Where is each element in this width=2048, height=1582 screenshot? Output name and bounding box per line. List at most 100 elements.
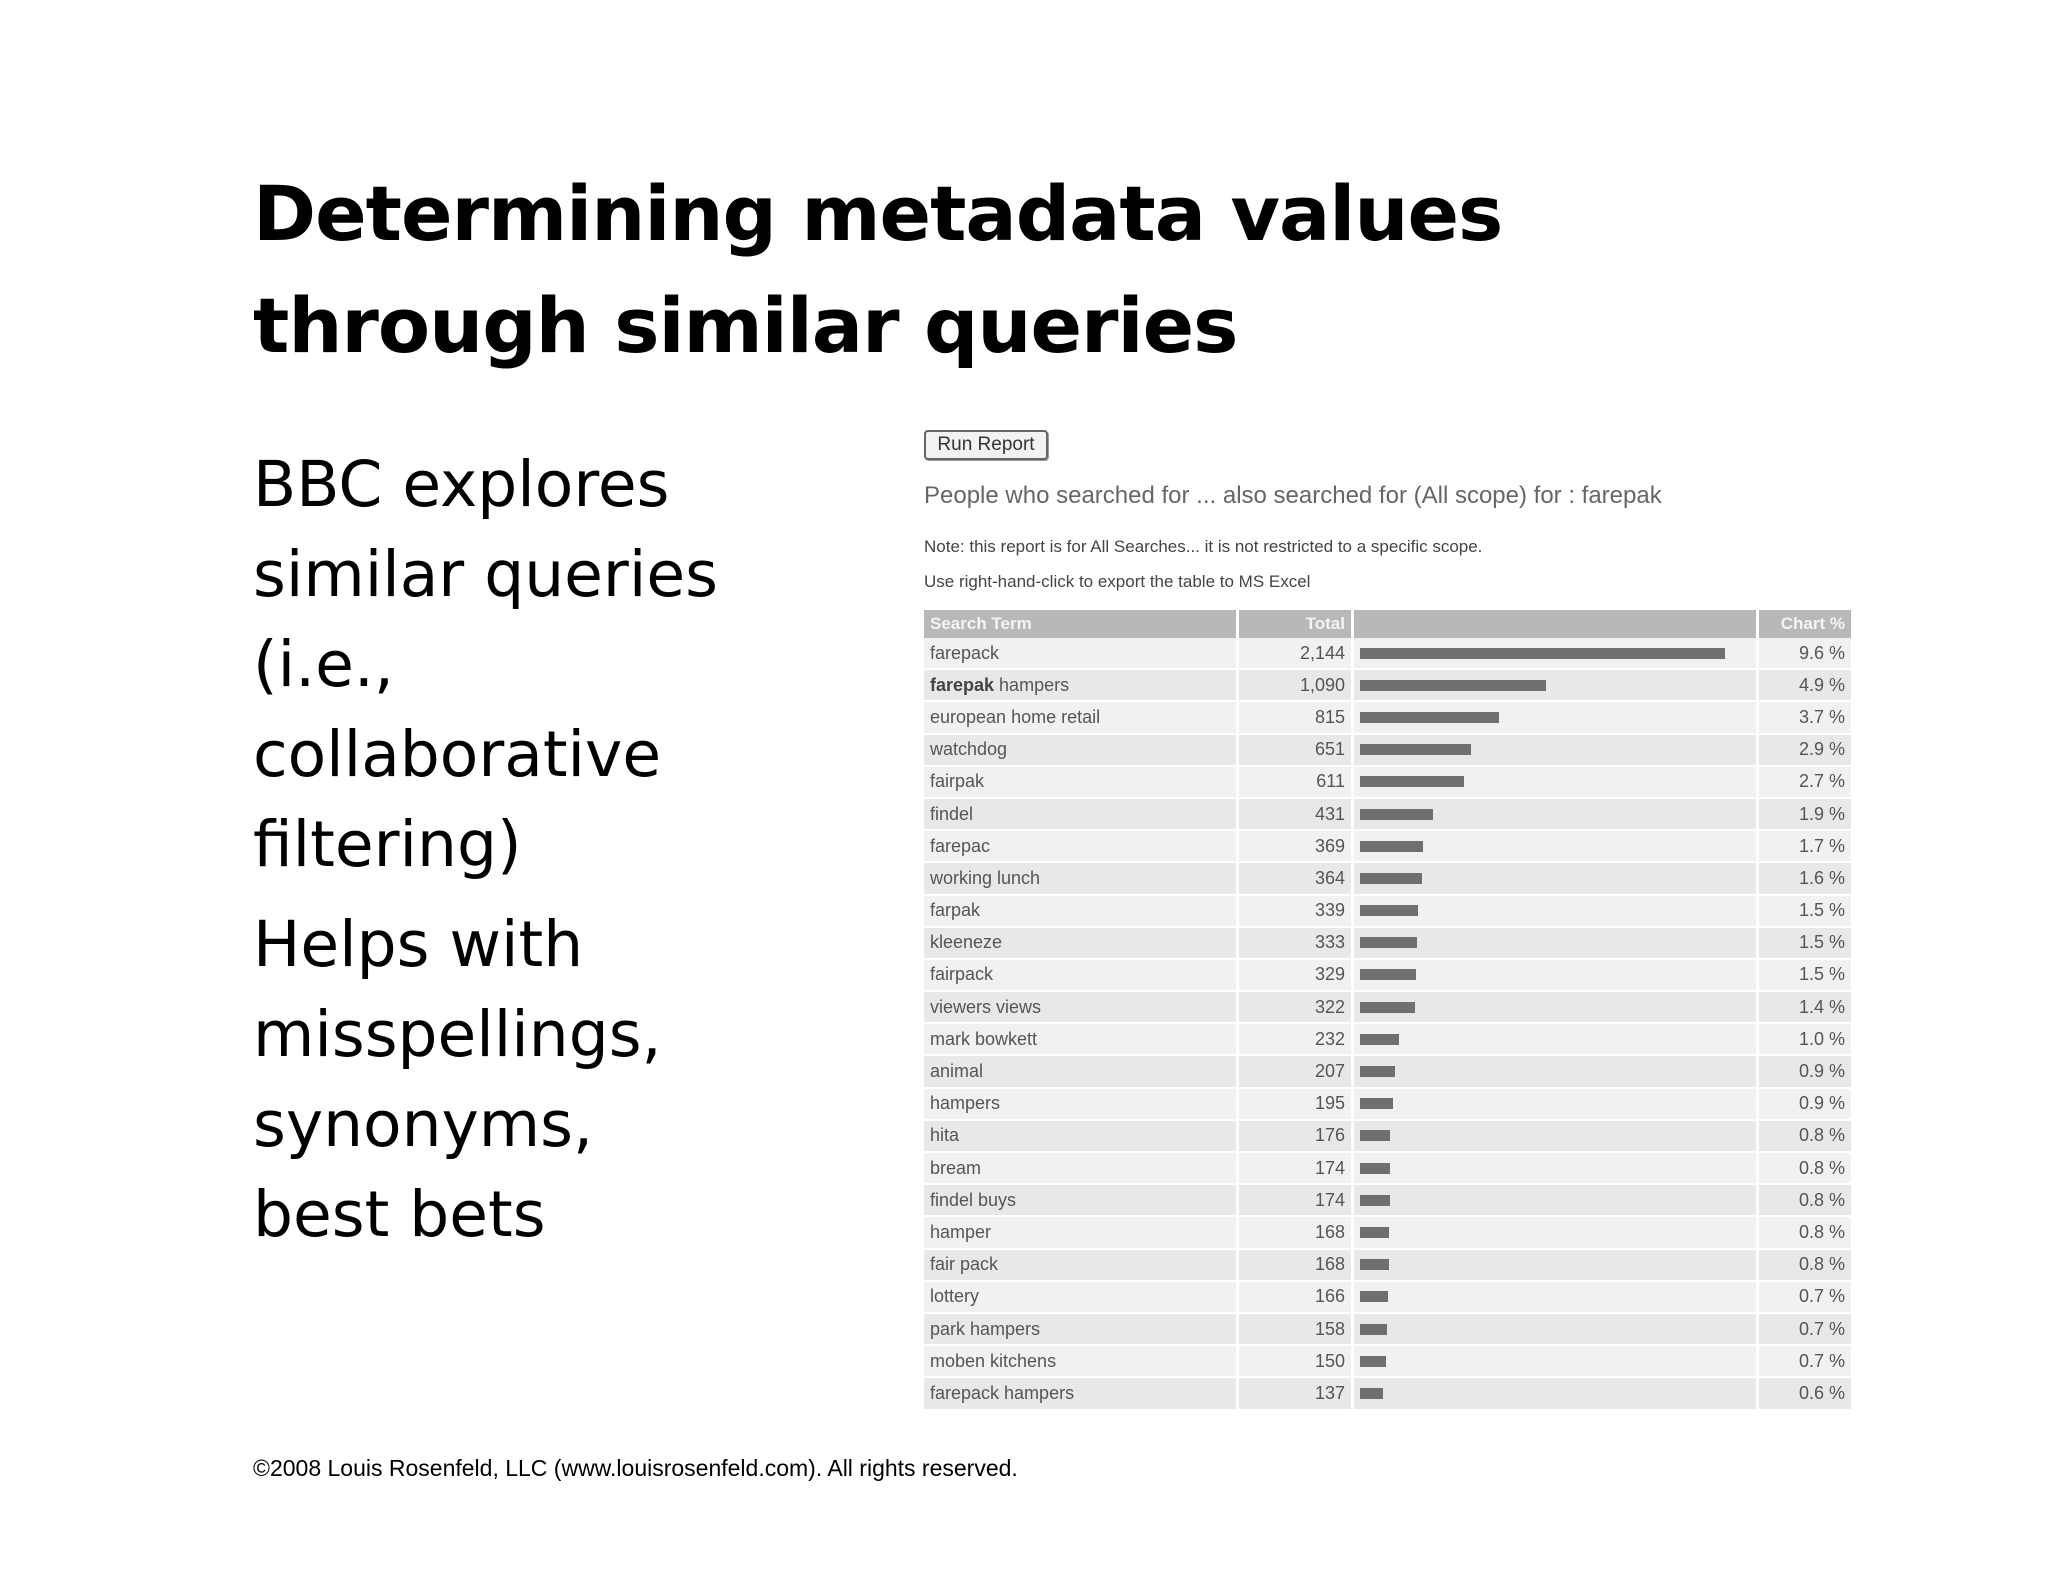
cell-search-term: farepack xyxy=(924,638,1239,671)
frequency-bar xyxy=(1360,1259,1389,1271)
frequency-bar xyxy=(1360,905,1418,917)
cell-search-term: farepac xyxy=(924,830,1239,864)
cell-chart-pct: 0.8 % xyxy=(1757,1216,1854,1250)
cell-chart-pct: 1.5 % xyxy=(1757,926,1854,960)
cell-search-term: fairpak xyxy=(924,765,1239,799)
cell-total: 168 xyxy=(1237,1216,1354,1250)
table-row[interactable]: kleeneze 333 1.5 % xyxy=(924,926,1854,960)
column-header-chart-pct[interactable]: Chart % xyxy=(1757,610,1854,638)
bullet-collaborative-filtering: BBC explores similar queries (i.e., coll… xyxy=(253,440,893,890)
search-term-text: findel xyxy=(930,803,974,824)
table-row[interactable]: watchdog 651 2.9 % xyxy=(924,733,1854,767)
search-term-text: fair pack xyxy=(930,1254,999,1275)
table-row[interactable]: hampers 195 0.9 % xyxy=(924,1087,1854,1121)
slide-title: Determining metadata values through simi… xyxy=(253,158,1753,382)
table-row[interactable]: mark bowkett 232 1.0 % xyxy=(924,1023,1854,1057)
cell-chart-pct: 1.6 % xyxy=(1757,862,1854,896)
cell-total: 2,144 xyxy=(1237,638,1354,671)
cell-total: 150 xyxy=(1237,1345,1354,1379)
cell-bar xyxy=(1352,669,1759,703)
cell-bar xyxy=(1352,1023,1759,1057)
table-row[interactable]: farepac 369 1.7 % xyxy=(924,830,1854,864)
search-term-text: lottery xyxy=(930,1286,980,1307)
table-row[interactable]: bream 174 0.8 % xyxy=(924,1152,1854,1186)
cell-total: 158 xyxy=(1237,1312,1354,1347)
cell-bar xyxy=(1352,830,1759,864)
search-term-highlight: farepak xyxy=(930,674,995,695)
bullet-line: synonyms, xyxy=(253,1088,594,1161)
bullet-line: Helps with xyxy=(253,908,584,981)
cell-total: 166 xyxy=(1237,1280,1354,1314)
search-terms-table: Search Term Total Chart % farepack 2,144 9… xyxy=(924,610,1854,1411)
frequency-bar xyxy=(1360,840,1423,852)
cell-chart-pct: 0.8 % xyxy=(1757,1184,1854,1218)
table-row[interactable]: working lunch 364 1.6 % xyxy=(924,862,1854,896)
table-row[interactable]: findel buys 174 0.8 % xyxy=(924,1184,1854,1218)
cell-bar xyxy=(1352,1087,1759,1121)
search-term-text: farepac xyxy=(930,835,991,856)
search-term-text: park hampers xyxy=(930,1318,1041,1339)
cell-search-term: working lunch xyxy=(924,862,1239,896)
frequency-bar xyxy=(1360,1033,1399,1045)
report-screenshot: Run Report People who searched for ... a… xyxy=(918,424,1858,1434)
table-row[interactable]: lottery 166 0.7 % xyxy=(924,1280,1854,1314)
cell-search-term: hita xyxy=(924,1119,1239,1154)
cell-total: 176 xyxy=(1237,1119,1354,1154)
frequency-bar xyxy=(1360,1001,1415,1013)
cell-total: 364 xyxy=(1237,862,1354,896)
cell-total: 207 xyxy=(1237,1055,1354,1089)
cell-total: 329 xyxy=(1237,958,1354,993)
table-row[interactable]: fairpack 329 1.5 % xyxy=(924,958,1854,993)
frequency-bar xyxy=(1360,679,1546,691)
bullet-line: collaborative xyxy=(253,718,662,791)
cell-search-term: park hampers xyxy=(924,1312,1239,1347)
cell-search-term: fairpack xyxy=(924,958,1239,993)
column-header-search-term[interactable]: Search Term xyxy=(924,610,1239,638)
table-row[interactable]: moben kitchens 150 0.7 % xyxy=(924,1345,1854,1379)
cell-total: 651 xyxy=(1237,733,1354,767)
column-header-total[interactable]: Total xyxy=(1237,610,1354,638)
cell-search-term: viewers views xyxy=(924,991,1239,1025)
run-report-button[interactable]: Run Report xyxy=(924,430,1048,460)
search-term-text: moben kitchens xyxy=(930,1350,1057,1371)
cell-chart-pct: 9.6 % xyxy=(1757,638,1854,671)
table-row[interactable]: animal 207 0.9 % xyxy=(924,1055,1854,1089)
table-row[interactable]: farepak hampers 1,090 4.9 % xyxy=(924,669,1854,703)
frequency-bar xyxy=(1360,711,1499,723)
table-row[interactable]: fair pack 168 0.8 % xyxy=(924,1248,1854,1282)
frequency-bar xyxy=(1360,1194,1390,1206)
cell-chart-pct: 2.7 % xyxy=(1757,765,1854,799)
cell-chart-pct: 0.7 % xyxy=(1757,1345,1854,1379)
table-row[interactable]: findel 431 1.9 % xyxy=(924,797,1854,832)
cell-search-term: fair pack xyxy=(924,1248,1239,1282)
table-row[interactable]: farepack 2,144 9.6 % xyxy=(924,638,1854,671)
table-row[interactable]: park hampers 158 0.7 % xyxy=(924,1312,1854,1347)
cell-total: 168 xyxy=(1237,1248,1354,1282)
cell-bar xyxy=(1352,958,1759,993)
table-row[interactable]: hita 176 0.8 % xyxy=(924,1119,1854,1154)
table-row[interactable]: viewers views 322 1.4 % xyxy=(924,991,1854,1025)
cell-search-term: farpak xyxy=(924,894,1239,928)
cell-total: 174 xyxy=(1237,1184,1354,1218)
cell-chart-pct: 1.5 % xyxy=(1757,894,1854,928)
table-row[interactable]: fairpak 611 2.7 % xyxy=(924,765,1854,799)
search-term-text: fairpack xyxy=(930,964,994,985)
table-row[interactable]: hamper 168 0.8 % xyxy=(924,1216,1854,1250)
table-row[interactable]: farpak 339 1.5 % xyxy=(924,894,1854,928)
cell-chart-pct: 2.9 % xyxy=(1757,733,1854,767)
cell-bar xyxy=(1352,1280,1759,1314)
bullet-line: (i.e., xyxy=(253,628,394,701)
cell-chart-pct: 1.0 % xyxy=(1757,1023,1854,1057)
cell-bar xyxy=(1352,797,1759,832)
cell-bar xyxy=(1352,926,1759,960)
search-term-text: farepack hampers xyxy=(930,1382,1075,1403)
cell-search-term: hamper xyxy=(924,1216,1239,1250)
table-row[interactable]: european home retail 815 3.7 % xyxy=(924,701,1854,735)
cell-bar xyxy=(1352,1119,1759,1154)
cell-total: 322 xyxy=(1237,991,1354,1025)
cell-search-term: bream xyxy=(924,1152,1239,1186)
table-row[interactable]: farepack hampers 137 0.6 % xyxy=(924,1377,1854,1411)
bullet-helps-with: Helps with misspellings, synonyms, best … xyxy=(253,900,893,1260)
frequency-bar xyxy=(1360,1162,1390,1174)
frequency-bar xyxy=(1360,1098,1393,1110)
